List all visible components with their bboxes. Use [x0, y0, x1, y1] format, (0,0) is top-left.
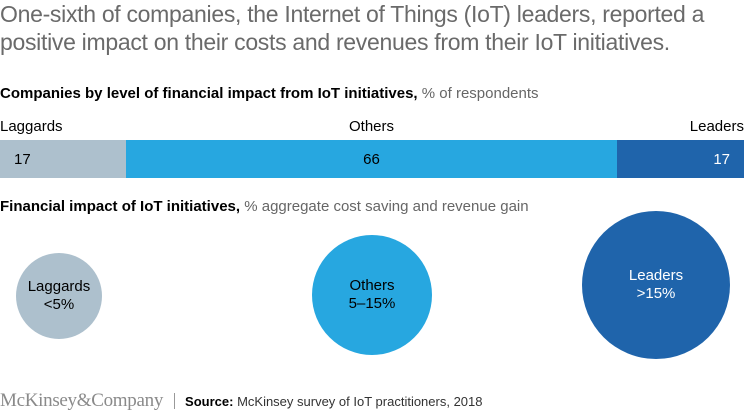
bar-segment-others: 66 [126, 140, 617, 178]
footer-divider [174, 393, 176, 409]
bubble-value-others: 5–15% [348, 295, 396, 312]
footer: McKinsey&Company Source: McKinsey survey… [0, 390, 483, 411]
source-text: McKinsey survey of IoT practitioners, 20… [237, 393, 483, 409]
bar-segment-leaders: 17 [617, 140, 744, 178]
bar-segment-laggards: 17 [0, 140, 126, 178]
mckinsey-logo: McKinsey&Company [0, 390, 164, 411]
segment-label-laggards: Laggards [0, 118, 63, 135]
segment-label-leaders: Leaders [689, 118, 744, 135]
bubble-value-laggards: <5% [43, 296, 75, 313]
segment-label-others: Others [348, 118, 394, 135]
bubble-label-others: Others [349, 277, 395, 294]
stacked-bar: 17 66 17 [0, 140, 744, 178]
bar-chart-title-main: Companies by level of financial impact f… [0, 85, 418, 102]
bubble-chart-unit: % aggregate cost saving and revenue gain [244, 198, 529, 215]
source-label: Source: [185, 393, 234, 409]
bar-value-others: 66 [363, 150, 380, 168]
bubble-label-leaders: Leaders [628, 267, 684, 284]
source-note: Source: McKinsey survey of IoT practitio… [185, 394, 482, 409]
bubble-others: Others 5–15% [312, 235, 432, 355]
bubble-chart-title: Financial impact of IoT initiatives, % a… [0, 198, 529, 216]
bubble-laggards: Laggards <5% [16, 253, 102, 339]
bubble-label-laggards: Laggards [27, 278, 91, 295]
bar-value-laggards: 17 [14, 150, 31, 168]
bar-value-leaders: 17 [713, 150, 730, 168]
bubble-value-leaders: >15% [636, 285, 676, 302]
bar-chart-title: Companies by level of financial impact f… [0, 85, 539, 103]
bubble-chart-title-main: Financial impact of IoT initiatives, [0, 198, 241, 215]
bubble-chart: Laggards <5% Others 5–15% Leaders >15% [0, 205, 744, 370]
bar-chart-unit: % of respondents [421, 85, 539, 102]
bubble-leaders: Leaders >15% [582, 211, 730, 359]
headline: One-sixth of companies, the Internet of … [0, 1, 705, 55]
